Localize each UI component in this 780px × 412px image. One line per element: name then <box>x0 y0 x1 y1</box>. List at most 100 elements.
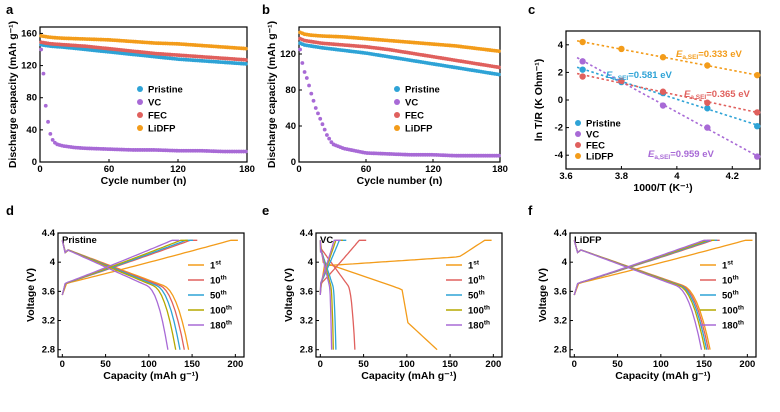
y-tick-label: 40 <box>285 121 296 132</box>
x-tick-label: 4.2 <box>726 171 739 182</box>
legend-label: Pristine <box>405 85 440 96</box>
panel-label: d <box>6 203 14 218</box>
panel-label: c <box>528 2 535 17</box>
legend-marker <box>137 125 143 131</box>
series-180th <box>319 239 342 350</box>
legend-label: 100th <box>210 305 232 317</box>
data-point <box>704 124 711 131</box>
x-tick-label: 100 <box>653 359 669 370</box>
data-point <box>313 106 318 110</box>
y-axis-label: Voltage (V) <box>283 268 295 322</box>
data-point <box>302 70 307 74</box>
y-tick-label: 160 <box>21 28 37 39</box>
legend-number: 10 <box>468 276 479 287</box>
legend-marker <box>575 120 581 126</box>
activation-energy-label: Ea,SEI=0.333 eV <box>676 49 742 61</box>
legend-label: 180th <box>722 320 744 332</box>
legend-ordinal: th <box>226 305 232 312</box>
legend-ordinal: th <box>221 275 227 282</box>
data-point <box>496 49 501 54</box>
legend-ordinal: th <box>484 305 490 312</box>
x-tick-label: 4 <box>674 171 680 182</box>
legend-label: 1st <box>468 260 480 272</box>
legend-label: Pristine <box>148 85 183 96</box>
y-tick-label: 0 <box>291 157 296 168</box>
fit-line <box>576 66 761 127</box>
series-10th <box>319 239 367 350</box>
x-tick-label: 120 <box>425 164 441 175</box>
x-tick-label: 100 <box>399 359 415 370</box>
data-point <box>43 103 48 108</box>
y-tick-label: 2.8 <box>42 345 55 356</box>
legend-ordinal: th <box>738 305 744 312</box>
x-tick-label: 0 <box>318 359 323 370</box>
legend-number: 10 <box>722 276 733 287</box>
y-tick-label: 3.2 <box>554 316 567 327</box>
series-180th <box>573 239 711 350</box>
x-tick-label: 0 <box>296 164 301 175</box>
legend-number: 50 <box>468 291 479 302</box>
charge-curve <box>61 239 180 296</box>
y-tick-label: 3.6 <box>300 286 313 297</box>
legend-number: 180 <box>722 321 738 332</box>
legend-label: 50th <box>210 290 227 302</box>
y-tick-label: 3.6 <box>554 286 567 297</box>
energy-symbol: E <box>684 89 691 100</box>
energy-subscript: a,SEI <box>682 54 698 61</box>
legend-label: FEC <box>586 141 605 152</box>
panel-a: a 0 60 120 180 0 40 80 120 160 Cycle number (n) Dis… <box>6 2 255 187</box>
legend-number: 50 <box>722 291 733 302</box>
x-tick-label: 60 <box>104 164 115 175</box>
x-tick-label: 150 <box>442 359 458 370</box>
x-tick-label: 50 <box>358 359 369 370</box>
data-point <box>307 83 311 88</box>
x-tick-label: 50 <box>100 359 111 370</box>
legend-ordinal: th <box>738 320 744 327</box>
panel-label: a <box>6 2 14 17</box>
panel-label: b <box>262 2 270 17</box>
x-tick-label: 3.8 <box>615 171 628 182</box>
legend-label: 180th <box>210 320 232 332</box>
x-tick-label: 50 <box>612 359 623 370</box>
legend-marker <box>137 99 143 105</box>
data-point <box>46 119 50 124</box>
data-point <box>659 54 667 61</box>
data-point <box>496 72 501 77</box>
x-tick-label: 120 <box>170 164 186 175</box>
charge-curve <box>573 239 711 296</box>
data-point <box>579 73 586 80</box>
x-tick-label: 0 <box>572 359 577 370</box>
fit-line <box>576 39 761 77</box>
legend-ordinal: th <box>221 290 227 297</box>
inset-title: LiDFP <box>574 235 602 246</box>
activation-energy-label: Ea,SEI=0.365 eV <box>684 89 750 101</box>
data-point <box>754 109 761 116</box>
inset-title: Pristine <box>62 235 97 246</box>
x-tick-label: 150 <box>696 359 712 370</box>
legend-label: 10th <box>722 275 739 287</box>
data-point <box>618 77 625 84</box>
x-tick-label: 200 <box>485 359 501 370</box>
data-point <box>298 47 303 52</box>
energy-value: =0.959 eV <box>670 149 714 160</box>
y-axis-label: ln T/R (K Ohm⁻¹) <box>533 59 545 142</box>
charge-curve <box>573 239 753 296</box>
charge-curve <box>573 239 720 296</box>
data-point <box>579 58 586 65</box>
y-tick-label: 120 <box>21 61 37 72</box>
charge-curve <box>319 239 342 296</box>
legend-label: VC <box>405 98 418 109</box>
y-tick-label: 4.4 <box>300 228 314 239</box>
legend-label: FEC <box>148 111 167 122</box>
plot-frame <box>57 232 245 358</box>
legend-label: 1st <box>722 260 734 272</box>
data-point <box>243 149 248 154</box>
data-point <box>496 153 501 158</box>
legend-label: VC <box>148 98 161 109</box>
fit-line <box>576 72 761 114</box>
y-tick-label: 3.2 <box>42 316 55 327</box>
discharge-curve <box>573 240 708 350</box>
